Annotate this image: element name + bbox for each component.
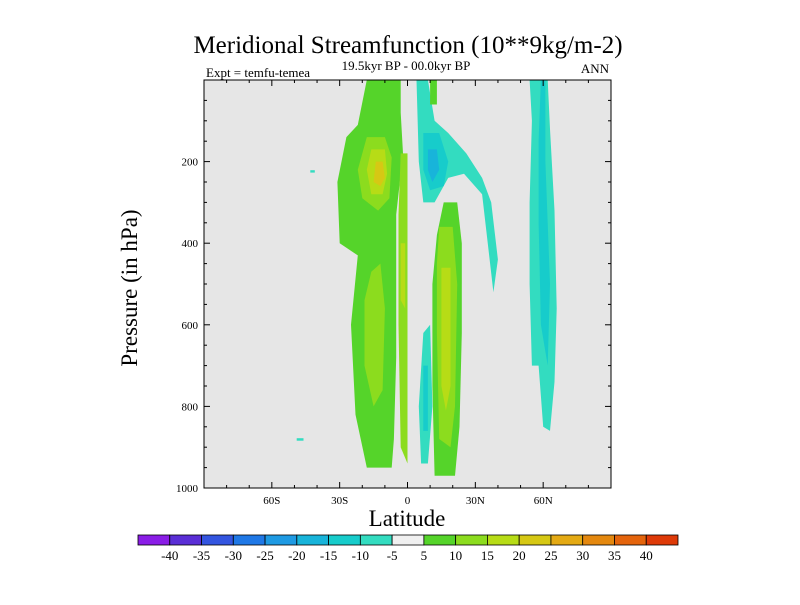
colorbar-swatch <box>455 534 488 546</box>
experiment-label: Expt = temfu-temea <box>206 65 310 80</box>
contour-region-nh-pos-core <box>441 267 451 411</box>
colorbar-label: -20 <box>288 548 305 563</box>
colorbar-swatch <box>137 534 171 546</box>
contour-region-polar-neg-core <box>538 80 550 366</box>
colorbar-swatch <box>614 534 647 546</box>
colorbar-swatch <box>359 534 393 546</box>
colorbar-swatch <box>328 534 361 546</box>
colorbar-swatch <box>645 534 679 546</box>
colorbar-label: -15 <box>320 548 337 563</box>
colorbar-swatch <box>264 534 298 546</box>
colorbar-label: -40 <box>161 548 178 563</box>
colorbar-label: 40 <box>640 548 653 563</box>
y-axis-label: Pressure (in hPa) <box>117 209 142 366</box>
colorbar-label: 10 <box>449 548 462 563</box>
chart-title: Meridional Streamfunction (10**9kg/m-2) <box>193 32 622 59</box>
colorbar-label: 20 <box>513 548 526 563</box>
x-tick-label: 0 <box>405 495 411 507</box>
contour-region-eq-band-core <box>400 243 406 309</box>
contour-region-nh-neg-core <box>427 149 440 182</box>
colorbar-label: 5 <box>421 548 428 563</box>
x-axis-ticks: 60S 30S 0 30N 60N <box>203 80 612 507</box>
chart-subtitle: 19.5kyr BP - 00.0kyr BP <box>342 58 471 73</box>
colorbar-swatch <box>391 534 425 546</box>
y-axis-ticks: 200 400 600 800 1000 <box>176 79 611 495</box>
colorbar-swatch <box>582 534 615 546</box>
colorbar-label: -5 <box>387 548 398 563</box>
colorbar-label: 30 <box>576 548 589 563</box>
x-tick-label: 30S <box>331 495 348 507</box>
colorbar-label: -35 <box>193 548 210 563</box>
colorbar-swatch <box>487 534 520 546</box>
x-tick-label: 60S <box>263 495 280 507</box>
colorbar-swatch <box>232 534 266 546</box>
season-label: ANN <box>581 61 610 76</box>
colorbar-label: 15 <box>481 548 494 563</box>
contour-region-sh-cell-mid-low <box>364 263 385 407</box>
colorbar-swatch <box>518 534 552 546</box>
y-tick-label: 800 <box>182 401 199 413</box>
contour-regions <box>296 80 557 476</box>
colorbar-label: 25 <box>544 548 557 563</box>
colorbar-label: 35 <box>608 548 621 563</box>
x-tick-label: 30N <box>466 495 485 507</box>
contour-region-sh-cell-peak <box>373 161 385 187</box>
y-tick-label: 1000 <box>176 483 199 495</box>
contour-region-eq-band <box>398 153 408 464</box>
x-tick-label: 60N <box>534 495 553 507</box>
colorbar-swatch <box>201 534 234 546</box>
y-tick-label: 600 <box>182 320 199 332</box>
contour-region-dot-sh-low <box>296 438 304 441</box>
x-axis-label: Latitude <box>369 506 446 531</box>
y-tick-label: 200 <box>182 157 199 169</box>
contour-region-dot-sh <box>310 170 315 173</box>
contour-region-nh-neg-lower-core <box>423 365 428 431</box>
colorbar: -40 -35 -30 -25 -20 -15 -10 -5 5 10 15 20 25 30 35 40 <box>137 534 679 563</box>
colorbar-label: -25 <box>256 548 273 563</box>
colorbar-swatch <box>423 534 457 546</box>
colorbar-swatch <box>169 534 202 546</box>
colorbar-swatch <box>296 534 329 546</box>
colorbar-label: -30 <box>225 548 242 563</box>
contour-region-nh-pos-upper <box>430 80 437 105</box>
y-tick-label: 400 <box>182 238 199 250</box>
colorbar-swatch <box>550 534 584 546</box>
colorbar-label: -10 <box>352 548 369 563</box>
